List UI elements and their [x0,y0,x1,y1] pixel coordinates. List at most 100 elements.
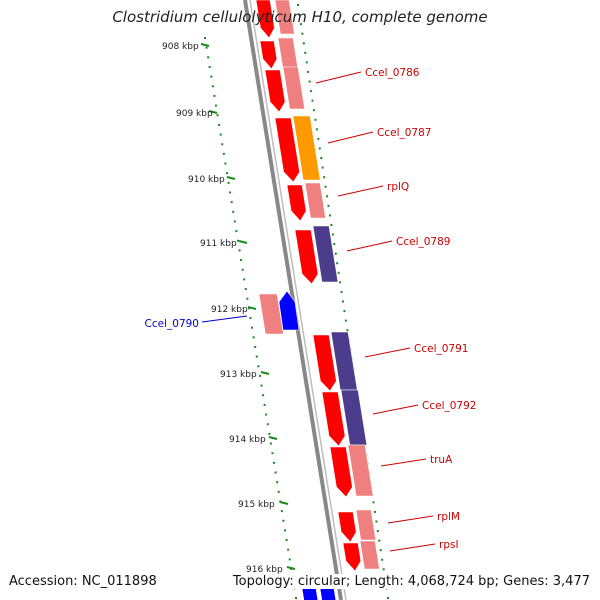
gene-feature [329,446,353,498]
gc-dot-outer [330,223,333,226]
scale-tick [200,43,210,47]
gc-dot-outer [307,70,310,73]
gene-feature [274,0,295,35]
gene-feature [259,40,278,70]
gc-dot-outer [344,319,347,322]
gene-leader-line [372,404,419,415]
gene-leader-line [389,543,436,552]
gene-feature [292,115,321,181]
gene-label: Ccel_0787 [377,127,431,139]
gc-dot-inner [210,75,213,78]
gc-dot-inner [232,210,235,213]
scale-tick-label: 911 kbp [200,239,237,249]
gc-dot-inner [274,471,277,474]
gene-feature [355,509,377,541]
gc-dot-inner [241,268,244,271]
gc-dot-outer [308,80,311,83]
gc-dot-inner [276,481,279,484]
scale-tick-label: 909 kbp [176,109,213,119]
gc-dot-outer [326,195,329,198]
gene-feature [304,182,326,219]
gc-dot-outer [375,520,378,523]
scale-tick-label: 916 kbp [246,565,283,575]
gene-label: rpsI [439,539,459,551]
gc-dot-outer [314,118,317,121]
gene-label-layer: 908 kbp 909 kbp 910 kbp 911 kbp 912 kbp 913 k… [145,42,477,575]
gc-dot-outer [305,61,308,64]
scale-tick [208,110,218,114]
gene-feature [282,66,306,110]
gc-dot-outer [337,271,340,274]
gene-leader-line [337,185,384,197]
gc-dot-inner [251,326,254,329]
scale-tick-label: 908 kbp [162,42,199,52]
gc-dot-outer [373,510,376,513]
gene-leader-line [346,240,393,252]
gc-dot-inner [266,423,269,426]
gc-dot-inner [273,461,276,464]
gc-dot-inner [269,442,272,445]
gc-dot-inner [257,365,260,368]
gc-dot-inner [207,56,210,59]
gc-dot-outer [331,233,334,236]
gc-dot-inner [236,239,239,242]
gc-dot-inner [243,278,246,281]
gc-dot-inner [260,384,263,387]
gc-dot-outer [340,290,343,293]
gene-label: truA [430,454,453,466]
gc-dot-outer [298,13,301,16]
gene-feature [294,229,319,285]
gc-dot-inner [255,355,258,358]
gc-dot-inner [219,133,222,136]
gene-feature [312,225,339,283]
gc-dot-inner [238,249,241,252]
gc-dot-inner [208,65,211,68]
gene-feature [286,184,307,222]
feature-track [255,0,380,600]
gc-dot-outer [376,530,379,533]
scale-tick [238,240,248,244]
genome-summary-label: Topology: circular; Length: 4,068,724 bp… [232,574,590,589]
gc-dot-outer [318,147,321,150]
gc-dot-inner [244,288,247,291]
gc-dot-outer [317,137,320,140]
gc-dot-inner [287,548,290,551]
gc-dot-outer [378,539,381,542]
gene-leader-line [387,515,434,524]
gc-dot-outer [379,549,382,552]
gene-feature [258,293,284,335]
gc-dot-inner [284,529,287,532]
gc-dot-inner [216,114,219,117]
gc-dot-outer [342,300,344,303]
map-title: Clostridium cellulolyticum H10, complete… [112,8,488,26]
gc-dot-outer [312,109,315,112]
gc-dot-inner [221,143,224,146]
scale-tick-label: 915 kbp [238,500,275,510]
gc-dot-inner [254,345,257,348]
gene-feature [359,540,380,570]
scale-tick [279,501,289,505]
gc-dot-outer [321,166,324,169]
gc-dot-outer [301,32,304,35]
scale-tick [268,436,278,440]
gc-dot-outer [323,176,326,179]
gc-dot-inner [233,220,236,223]
gc-dot-inner [213,94,216,97]
gc-dot-inner [280,510,283,513]
gene-label: rplQ [387,181,409,193]
gene-feature [312,334,337,392]
scale-tick [260,371,270,375]
gc-dot-inner [288,558,291,561]
backbone-inner-line [249,0,347,600]
gc-dot-inner [218,123,221,126]
gc-dot-outer [311,99,314,102]
gc-dot-outer [304,51,307,54]
gc-dot-inner [268,432,271,435]
gene-feature [340,389,368,446]
gc-dot-outer [315,128,318,131]
gc-dot-outer [343,310,346,313]
gc-dot-inner [252,336,255,339]
gc-dot-outer [310,90,313,93]
